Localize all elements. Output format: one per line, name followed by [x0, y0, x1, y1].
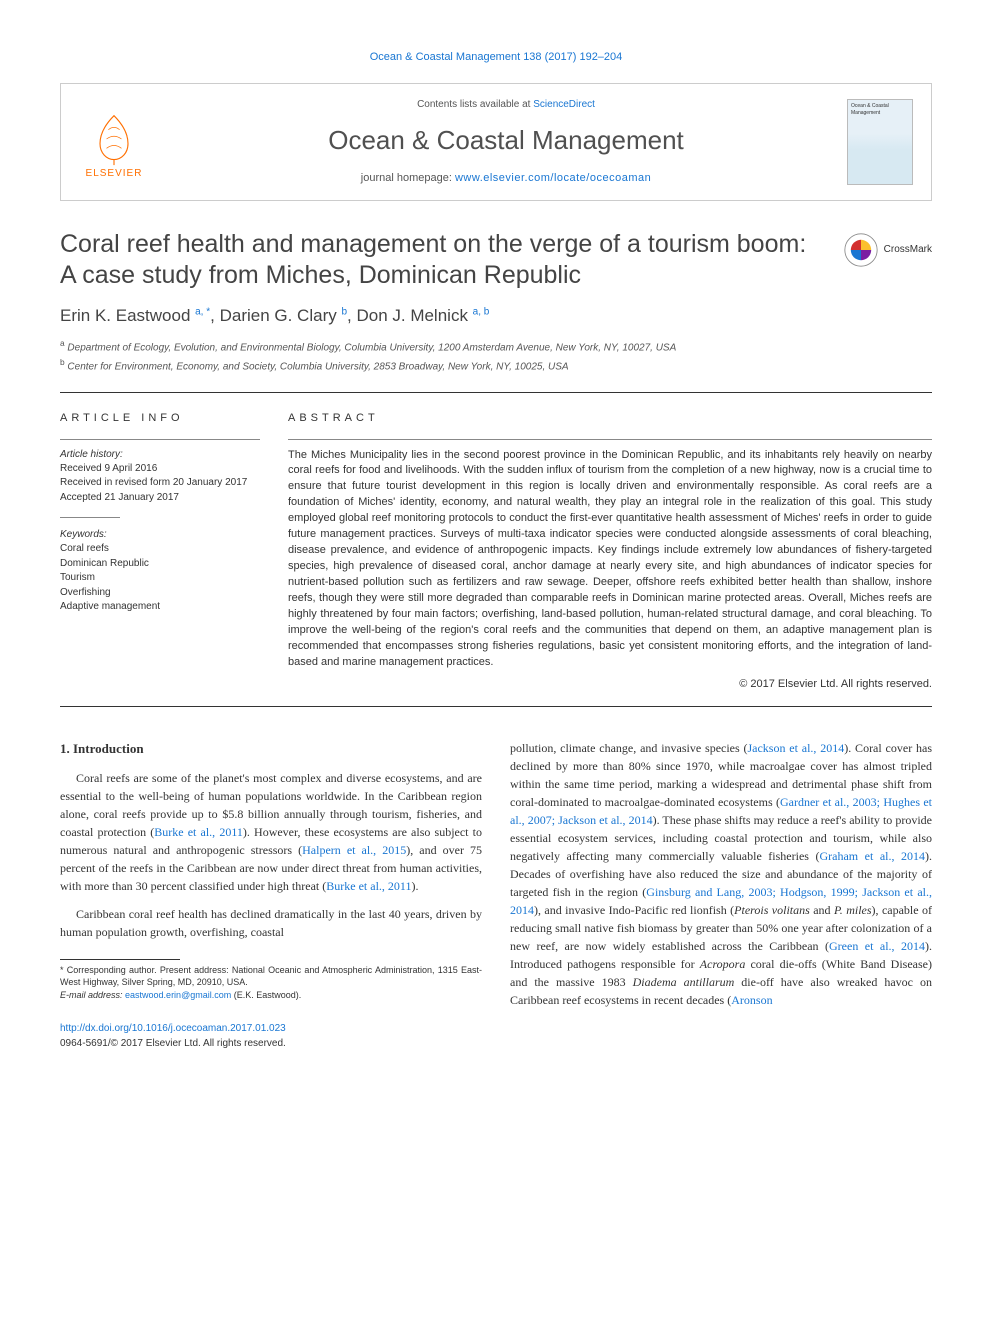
c2-f: and [810, 903, 834, 917]
info-abstract-row: ARTICLE INFO Article history: Received 9… [60, 393, 932, 706]
abstract-heading: ABSTRACT [288, 411, 932, 426]
p1-text-d: ). [411, 879, 418, 893]
crossmark-icon [844, 233, 878, 267]
body-column-left: 1. Introduction Coral reefs are some of … [60, 739, 482, 1051]
citation[interactable]: Graham et al., 2014 [819, 849, 925, 863]
species-name: Acropora [700, 957, 746, 971]
crossmark-badge[interactable]: CrossMark [844, 233, 932, 267]
species-name: Pterois volitans [734, 903, 810, 917]
intro-para-2: Caribbean coral reef health has declined… [60, 905, 482, 941]
author-list: Erin K. Eastwood a, *, Darien G. Clary b… [60, 304, 932, 328]
body-columns: 1. Introduction Coral reefs are some of … [60, 739, 932, 1051]
article-info-column: ARTICLE INFO Article history: Received 9… [60, 411, 260, 692]
section-rule-bottom [60, 706, 932, 707]
elsevier-tree-icon [86, 111, 142, 167]
citation[interactable]: Aronson [731, 993, 772, 1007]
title-block: Coral reef health and management on the … [60, 229, 932, 292]
c2-e: ), and invasive Indo-Pacific red lionfis… [534, 903, 734, 917]
history-revised: Received in revised form 20 January 2017 [60, 476, 260, 491]
citation[interactable]: Green et al., 2014 [829, 939, 925, 953]
footnotes: * Corresponding author. Present address:… [60, 964, 482, 1002]
page-footer: http://dx.doi.org/10.1016/j.ocecoaman.20… [60, 1021, 482, 1051]
footnote-rule [60, 959, 180, 960]
contents-prefix: Contents lists available at [417, 99, 533, 110]
intro-para-2-continued: pollution, climate change, and invasive … [510, 739, 932, 1009]
journal-name: Ocean & Coastal Management [165, 122, 847, 158]
issn-copyright: 0964-5691/© 2017 Elsevier Ltd. All right… [60, 1038, 286, 1049]
homepage-line: journal homepage: www.elsevier.com/locat… [165, 171, 847, 186]
info-rule-1 [60, 439, 260, 440]
sciencedirect-link[interactable]: ScienceDirect [533, 99, 595, 110]
elsevier-brand-text: ELSEVIER [86, 167, 143, 181]
intro-para-1: Coral reefs are some of the planet's mos… [60, 769, 482, 895]
masthead: ELSEVIER Contents lists available at Sci… [60, 83, 932, 201]
citation[interactable]: Burke et al., 2011 [154, 825, 243, 839]
article-title: Coral reef health and management on the … [60, 229, 932, 292]
abstract-text: The Miches Municipality lies in the seco… [288, 448, 932, 671]
journal-cover-thumbnail: Ocean & Coastal Management [847, 99, 913, 185]
crossmark-label: CrossMark [884, 243, 932, 257]
history-label: Article history: [60, 448, 260, 462]
abstract-copyright: © 2017 Elsevier Ltd. All rights reserved… [288, 677, 932, 692]
email-line: E-mail address: eastwood.erin@gmail.com … [60, 989, 482, 1002]
affiliation-a: a Department of Ecology, Evolution, and … [60, 337, 932, 355]
contents-list-line: Contents lists available at ScienceDirec… [165, 98, 847, 112]
page: Ocean & Coastal Management 138 (2017) 19… [0, 0, 992, 1101]
citation[interactable]: Jackson et al., 2014 [747, 741, 844, 755]
history-received: Received 9 April 2016 [60, 462, 260, 477]
running-header: Ocean & Coastal Management 138 (2017) 19… [60, 50, 932, 65]
keywords-list: Coral reefsDominican RepublicTourismOver… [60, 542, 260, 615]
history-lines: Received 9 April 2016 Received in revise… [60, 462, 260, 506]
keywords-label: Keywords: [60, 528, 260, 542]
doi-link[interactable]: http://dx.doi.org/10.1016/j.ocecoaman.20… [60, 1023, 286, 1034]
affiliation-a-text: Department of Ecology, Evolution, and En… [67, 343, 676, 354]
affiliations: a Department of Ecology, Evolution, and … [60, 337, 932, 374]
abstract-rule [288, 439, 932, 440]
corresponding-email-link[interactable]: eastwood.erin@gmail.com [125, 990, 231, 1000]
c2-a: pollution, climate change, and invasive … [510, 741, 747, 755]
abstract-column: ABSTRACT The Miches Municipality lies in… [288, 411, 932, 692]
species-name: P. miles [834, 903, 872, 917]
history-accepted: Accepted 21 January 2017 [60, 491, 260, 506]
article-info-heading: ARTICLE INFO [60, 411, 260, 426]
elsevier-logo: ELSEVIER [79, 103, 149, 181]
journal-homepage-link[interactable]: www.elsevier.com/locate/ocecoaman [455, 172, 651, 184]
citation[interactable]: Halpern et al., 2015 [302, 843, 406, 857]
homepage-prefix: journal homepage: [361, 172, 455, 184]
body-column-right: pollution, climate change, and invasive … [510, 739, 932, 1051]
info-rule-2 [60, 517, 120, 518]
email-label: E-mail address: [60, 990, 125, 1000]
introduction-heading: 1. Introduction [60, 739, 482, 759]
affiliation-b: b Center for Environment, Economy, and S… [60, 356, 932, 374]
citation[interactable]: Burke et al., 2011 [326, 879, 411, 893]
species-name: Diadema antillarum [633, 975, 735, 989]
corresponding-author-note: * Corresponding author. Present address:… [60, 964, 482, 989]
cover-label: Ocean & Coastal Management [851, 103, 909, 117]
masthead-center: Contents lists available at ScienceDirec… [165, 98, 847, 186]
affiliation-b-text: Center for Environment, Economy, and Soc… [67, 361, 568, 372]
email-who: (E.K. Eastwood). [231, 990, 301, 1000]
